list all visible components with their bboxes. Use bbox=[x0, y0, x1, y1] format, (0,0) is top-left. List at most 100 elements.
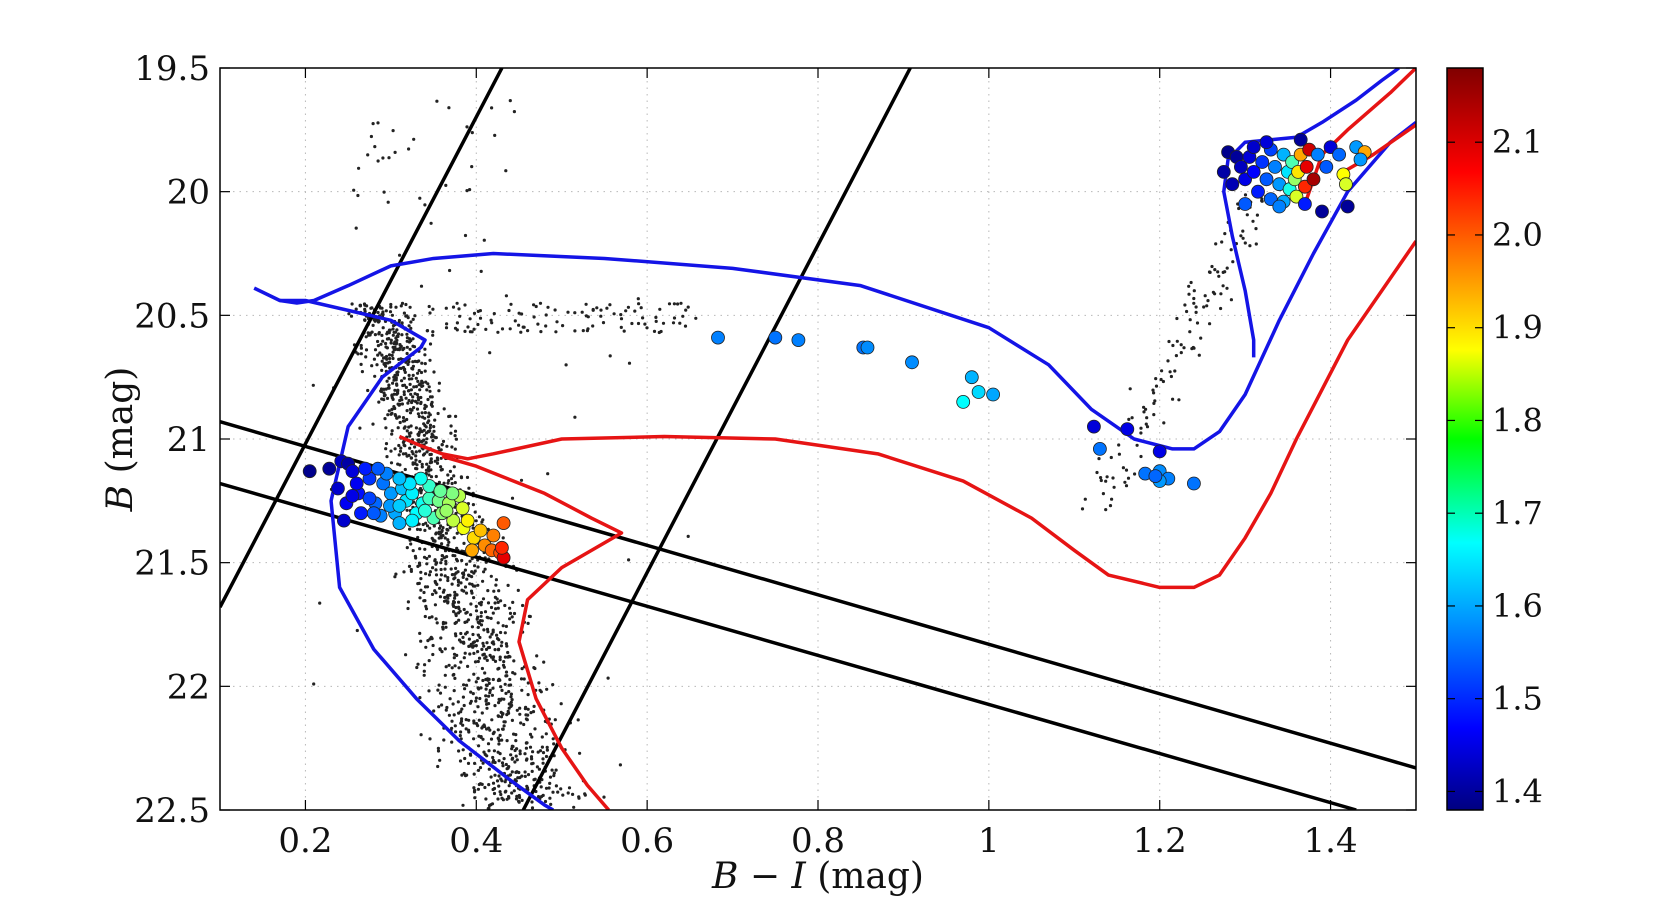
field-star bbox=[424, 521, 428, 525]
field-star bbox=[435, 99, 439, 103]
field-star bbox=[1080, 507, 1085, 511]
field-star bbox=[491, 755, 495, 760]
field-star bbox=[477, 718, 481, 722]
field-star bbox=[476, 565, 480, 569]
field-star bbox=[454, 557, 459, 562]
field-star bbox=[443, 536, 447, 540]
field-star bbox=[390, 353, 394, 357]
field-star bbox=[464, 683, 469, 687]
field-star bbox=[1142, 410, 1146, 414]
field-star bbox=[481, 737, 485, 741]
field-star bbox=[518, 795, 522, 800]
field-star bbox=[384, 426, 388, 430]
field-star bbox=[376, 159, 380, 163]
field-star bbox=[1117, 452, 1121, 456]
field-star bbox=[427, 304, 431, 309]
field-star bbox=[497, 701, 501, 705]
field-star bbox=[1139, 426, 1143, 430]
field-star bbox=[376, 310, 380, 315]
field-star bbox=[482, 723, 486, 727]
field-star bbox=[523, 707, 528, 711]
field-star bbox=[420, 361, 424, 365]
field-star bbox=[489, 775, 493, 779]
field-star bbox=[445, 322, 449, 326]
field-star bbox=[368, 333, 372, 337]
field-star bbox=[376, 121, 380, 125]
field-star bbox=[508, 327, 512, 331]
isochrone-line bbox=[1338, 123, 1416, 176]
field-star bbox=[414, 556, 418, 560]
field-star bbox=[493, 595, 497, 600]
field-star bbox=[554, 768, 558, 772]
field-star bbox=[387, 376, 391, 380]
field-star bbox=[1144, 407, 1148, 411]
field-star bbox=[363, 307, 367, 311]
field-star bbox=[536, 795, 541, 799]
field-star bbox=[490, 802, 495, 806]
field-star bbox=[500, 779, 504, 783]
field-star bbox=[501, 712, 505, 716]
field-star bbox=[419, 429, 423, 433]
field-star bbox=[406, 600, 410, 604]
field-star bbox=[376, 353, 380, 357]
field-star bbox=[498, 733, 502, 738]
field-star bbox=[488, 635, 492, 639]
field-star bbox=[512, 110, 517, 114]
field-star bbox=[415, 407, 420, 411]
field-star bbox=[470, 570, 474, 574]
field-star bbox=[446, 576, 450, 580]
field-star bbox=[461, 575, 465, 580]
colored-star bbox=[986, 387, 1000, 402]
field-star bbox=[382, 391, 386, 395]
field-star bbox=[1189, 280, 1193, 285]
field-star bbox=[451, 646, 455, 650]
field-star bbox=[1124, 468, 1129, 472]
colored-star bbox=[405, 513, 420, 528]
field-star bbox=[428, 526, 432, 530]
field-star bbox=[393, 348, 397, 352]
field-star bbox=[461, 803, 465, 807]
field-star bbox=[408, 305, 412, 309]
field-star bbox=[428, 737, 432, 741]
field-star bbox=[518, 752, 522, 756]
field-star bbox=[510, 496, 515, 500]
field-star bbox=[402, 376, 406, 380]
colored-star bbox=[494, 540, 509, 555]
field-star bbox=[1219, 306, 1223, 311]
field-star bbox=[395, 328, 399, 332]
colored-star bbox=[446, 513, 461, 528]
field-star bbox=[441, 533, 445, 538]
field-star bbox=[380, 306, 384, 310]
field-star bbox=[400, 321, 404, 325]
field-star bbox=[408, 382, 412, 386]
field-star bbox=[637, 302, 641, 306]
field-star bbox=[434, 573, 439, 577]
field-star bbox=[447, 479, 451, 483]
field-star bbox=[453, 596, 457, 600]
field-star bbox=[504, 642, 508, 646]
field-star bbox=[528, 745, 533, 749]
field-star bbox=[382, 190, 386, 194]
field-star bbox=[1105, 475, 1109, 479]
field-star bbox=[430, 536, 434, 540]
field-star bbox=[494, 607, 498, 611]
colorbar-tick-label: 1.4 bbox=[1492, 772, 1543, 810]
field-star bbox=[1217, 274, 1221, 278]
field-star bbox=[1124, 484, 1129, 488]
field-star bbox=[462, 641, 466, 645]
field-star bbox=[483, 785, 487, 790]
field-star bbox=[446, 601, 450, 605]
field-star bbox=[496, 797, 500, 801]
field-star bbox=[439, 573, 443, 577]
field-star bbox=[412, 345, 417, 349]
field-star bbox=[439, 636, 443, 640]
field-star bbox=[422, 555, 427, 559]
colored-star bbox=[1255, 155, 1270, 169]
field-star bbox=[1188, 318, 1192, 322]
field-star bbox=[514, 797, 519, 801]
field-star bbox=[424, 380, 428, 384]
field-star bbox=[371, 122, 375, 126]
field-star bbox=[1171, 343, 1175, 348]
field-star bbox=[487, 783, 491, 787]
field-star bbox=[496, 600, 500, 605]
